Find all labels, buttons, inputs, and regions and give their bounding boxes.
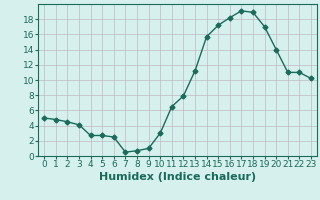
X-axis label: Humidex (Indice chaleur): Humidex (Indice chaleur) bbox=[99, 172, 256, 182]
